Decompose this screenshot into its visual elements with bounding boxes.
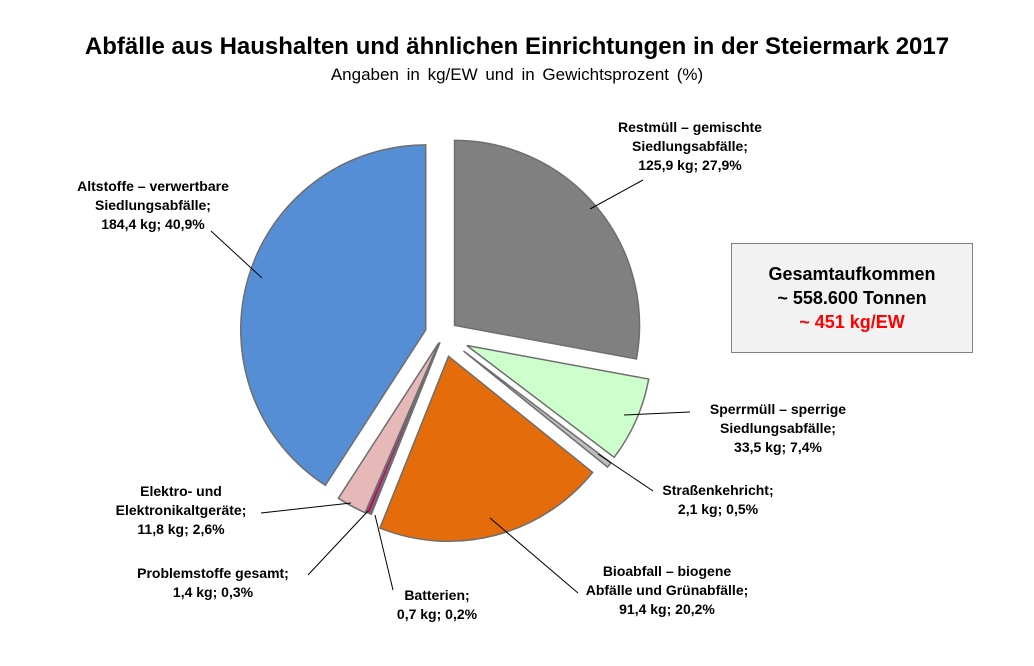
pie-slice-sperrmuell: [466, 344, 650, 459]
leader-line-sperrmuell: [623, 411, 691, 416]
data-labels: Restmüll – gemischte Siedlungsabfälle; 125…: [77, 119, 846, 622]
data-label-line: Siedlungsabfälle;: [95, 197, 211, 213]
data-label-line: Bioabfall – biogene: [603, 563, 732, 579]
data-label-altstoffe: Altstoffe – verwertbare Siedlungsabfälle;…: [77, 178, 229, 232]
data-label-strassenkehricht: Straßenkehricht; 2,1 kg; 0,5%: [662, 482, 773, 517]
pie-slice-restmuell: [453, 139, 641, 360]
data-label-line: Siedlungsabfälle;: [720, 420, 836, 436]
data-label-line: Elektro- und: [140, 483, 222, 499]
chart-subtitle: Angaben in kg/EW und in Gewichtsprozent …: [331, 65, 703, 84]
data-label-line: 125,9 kg; 27,9%: [638, 157, 742, 173]
data-label-line: Elektronikaltgeräte;: [116, 502, 247, 518]
data-label-line: 91,4 kg; 20,2%: [619, 601, 715, 617]
pie-slices: [240, 139, 650, 543]
data-label-line: 184,4 kg; 40,9%: [101, 216, 205, 232]
data-label-bioabfall: Bioabfall – biogene Abfälle und Grünabfäl…: [586, 563, 749, 617]
data-label-line: Restmüll – gemischte: [618, 119, 762, 135]
data-label-batterien: Batterien; 0,7 kg; 0,2%: [397, 587, 478, 622]
data-label-line: Siedlungsabfälle;: [632, 138, 748, 154]
pie-slice-bioabfall: [378, 355, 594, 543]
total-summary-box: Gesamtaufkommen ~ 558.600 Tonnen ~ 451 k…: [731, 243, 973, 353]
total-summary-per-capita: ~ 451 kg/EW: [799, 312, 905, 332]
data-label-line: Abfälle und Grünabfälle;: [586, 582, 749, 598]
chart-title: Abfälle aus Haushalten und ähnlichen Ein…: [85, 33, 949, 60]
total-summary-tonnes: ~ 558.600 Tonnen: [777, 288, 927, 308]
data-label-line: Straßenkehricht;: [662, 482, 773, 498]
data-label-elektro: Elektro- und Elektronikaltgeräte; 11,8 kg;…: [116, 483, 247, 537]
leader-line-restmuell: [589, 179, 644, 210]
total-summary-title: Gesamtaufkommen: [768, 264, 936, 284]
leader-line-strassenkehricht: [597, 453, 654, 492]
data-label-sperrmuell: Sperrmüll – sperrige Siedlungsabfälle; 33,…: [710, 401, 846, 455]
data-label-line: Altstoffe – verwertbare: [77, 178, 229, 194]
pie-slice-problemstoffe: [365, 342, 441, 515]
data-label-line: 11,8 kg; 2,6%: [137, 521, 225, 537]
leader-line-bioabfall: [489, 517, 579, 594]
data-label-restmuell: Restmüll – gemischte Siedlungsabfälle; 125…: [618, 119, 762, 173]
data-label-line: 33,5 kg; 7,4%: [734, 439, 822, 455]
data-label-line: 0,7 kg; 0,2%: [397, 606, 478, 622]
data-label-problemstoffe: Problemstoffe gesamt; 1,4 kg; 0,3%: [137, 565, 289, 600]
pie-slice-altstoffe: [240, 144, 427, 487]
leader-lines: [210, 179, 691, 594]
data-label-line: 2,1 kg; 0,5%: [678, 501, 759, 517]
leader-line-problemstoffe: [307, 510, 369, 576]
leader-line-batterien: [374, 514, 394, 591]
leader-line-elektro: [260, 502, 352, 514]
data-label-line: Batterien;: [404, 587, 469, 603]
data-label-line: Sperrmüll – sperrige: [710, 401, 846, 417]
leader-line-altstoffe: [210, 230, 263, 279]
pie-slice-elektro: [337, 342, 440, 514]
data-label-line: Problemstoffe gesamt;: [137, 565, 289, 581]
data-label-line: 1,4 kg; 0,3%: [173, 584, 254, 600]
